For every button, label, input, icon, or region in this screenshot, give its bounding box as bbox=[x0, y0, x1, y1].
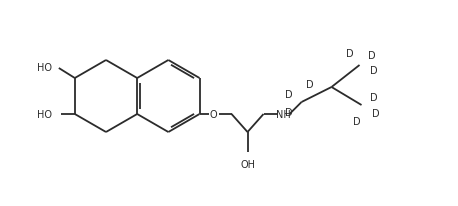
Text: D: D bbox=[346, 49, 353, 59]
Text: NH: NH bbox=[276, 109, 291, 119]
Text: D: D bbox=[285, 108, 292, 117]
Text: D: D bbox=[368, 51, 376, 61]
Text: HO: HO bbox=[37, 109, 52, 119]
Text: HO: HO bbox=[37, 63, 52, 73]
Text: D: D bbox=[370, 66, 377, 76]
Text: D: D bbox=[372, 109, 379, 118]
Text: D: D bbox=[370, 92, 377, 103]
Text: OH: OH bbox=[240, 159, 255, 169]
Text: O: O bbox=[210, 109, 218, 119]
Text: D: D bbox=[306, 80, 313, 90]
Text: D: D bbox=[285, 90, 292, 99]
Text: D: D bbox=[353, 116, 360, 126]
